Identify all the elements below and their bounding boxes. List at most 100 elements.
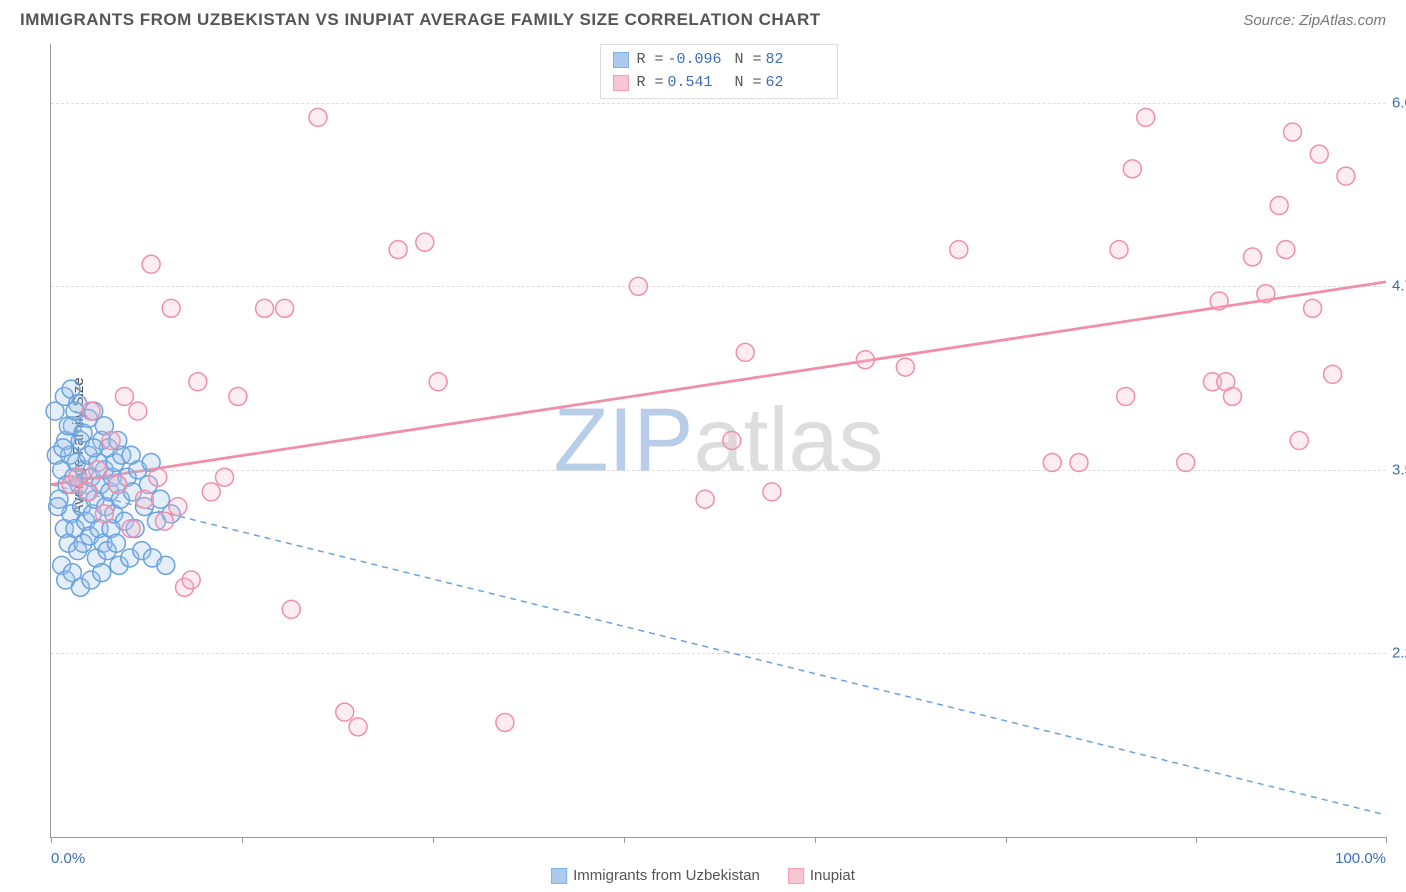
xtick bbox=[1386, 837, 1387, 843]
source-label: Source: ZipAtlas.com bbox=[1243, 12, 1386, 29]
legend-label-1: Inupiat bbox=[810, 867, 855, 884]
data-point-inupiat bbox=[1244, 248, 1262, 266]
r-value-0: -0.096 bbox=[668, 49, 722, 72]
data-point-inupiat bbox=[1223, 387, 1241, 405]
data-point-inupiat bbox=[129, 402, 147, 420]
data-point-inupiat bbox=[1270, 197, 1288, 215]
ytick-label: 6.00 bbox=[1392, 94, 1406, 111]
ytick-label: 3.50 bbox=[1392, 461, 1406, 478]
source-name: ZipAtlas.com bbox=[1299, 12, 1386, 29]
xtick bbox=[433, 837, 434, 843]
data-point-inupiat bbox=[89, 461, 107, 479]
data-point-inupiat bbox=[149, 468, 167, 486]
data-point-inupiat bbox=[162, 299, 180, 317]
data-point-inupiat bbox=[95, 505, 113, 523]
data-point-uzbekistan bbox=[107, 534, 125, 552]
data-point-inupiat bbox=[115, 387, 133, 405]
data-point-inupiat bbox=[429, 373, 447, 391]
data-point-inupiat bbox=[736, 343, 754, 361]
data-point-inupiat bbox=[109, 476, 127, 494]
n-label-1: N = bbox=[735, 72, 762, 95]
data-point-inupiat bbox=[629, 277, 647, 295]
data-point-inupiat bbox=[1177, 454, 1195, 472]
xtick bbox=[51, 837, 52, 843]
data-point-uzbekistan bbox=[157, 556, 175, 574]
series-legend: Immigrants from Uzbekistan Inupiat bbox=[551, 867, 855, 884]
data-point-inupiat bbox=[202, 483, 220, 501]
n-label-0: N = bbox=[735, 49, 762, 72]
trend-line-uzbekistan bbox=[51, 485, 1386, 815]
data-point-inupiat bbox=[856, 351, 874, 369]
data-point-inupiat bbox=[79, 483, 97, 501]
source-prefix: Source: bbox=[1243, 12, 1299, 29]
data-point-inupiat bbox=[256, 299, 274, 317]
r-value-1: 0.541 bbox=[668, 72, 713, 95]
r-label-0: R = bbox=[637, 49, 664, 72]
ytick-label: 4.75 bbox=[1392, 278, 1406, 295]
data-point-inupiat bbox=[1290, 432, 1308, 450]
legend-swatch-0 bbox=[613, 52, 629, 68]
n-value-0: 82 bbox=[766, 49, 784, 72]
data-point-inupiat bbox=[950, 241, 968, 259]
data-point-inupiat bbox=[416, 233, 434, 251]
data-point-inupiat bbox=[1137, 108, 1155, 126]
data-point-inupiat bbox=[389, 241, 407, 259]
header: IMMIGRANTS FROM UZBEKISTAN VS INUPIAT AV… bbox=[0, 0, 1406, 34]
legend-label-0: Immigrants from Uzbekistan bbox=[573, 867, 760, 884]
data-point-inupiat bbox=[696, 490, 714, 508]
legend-row-0: R = -0.096 N = 82 bbox=[613, 49, 825, 72]
data-point-inupiat bbox=[309, 108, 327, 126]
data-point-inupiat bbox=[1123, 160, 1141, 178]
data-point-inupiat bbox=[496, 713, 514, 731]
data-point-uzbekistan bbox=[49, 498, 67, 516]
data-point-uzbekistan bbox=[93, 564, 111, 582]
chart-area: ZIPatlas 2.253.504.756.00 0.0% 100.0% R … bbox=[50, 44, 1386, 838]
data-point-inupiat bbox=[169, 498, 187, 516]
data-point-inupiat bbox=[282, 600, 300, 618]
plot-svg bbox=[51, 44, 1386, 837]
legend-item-0: Immigrants from Uzbekistan bbox=[551, 867, 760, 884]
data-point-inupiat bbox=[1277, 241, 1295, 259]
data-point-inupiat bbox=[763, 483, 781, 501]
data-point-inupiat bbox=[122, 520, 140, 538]
data-point-inupiat bbox=[896, 358, 914, 376]
data-point-inupiat bbox=[1043, 454, 1061, 472]
data-point-inupiat bbox=[1110, 241, 1128, 259]
data-point-inupiat bbox=[182, 571, 200, 589]
data-point-inupiat bbox=[142, 255, 160, 273]
legend-swatch-1 bbox=[613, 75, 629, 91]
data-point-inupiat bbox=[276, 299, 294, 317]
data-point-inupiat bbox=[155, 512, 173, 530]
xtick bbox=[1006, 837, 1007, 843]
r-label-1: R = bbox=[637, 72, 664, 95]
legend-item-1: Inupiat bbox=[788, 867, 855, 884]
data-point-inupiat bbox=[336, 703, 354, 721]
data-point-inupiat bbox=[1257, 285, 1275, 303]
data-point-inupiat bbox=[82, 402, 100, 420]
data-point-inupiat bbox=[349, 718, 367, 736]
n-value-1: 62 bbox=[766, 72, 784, 95]
correlation-legend: R = -0.096 N = 82 R = 0.541 N = 62 bbox=[600, 44, 838, 99]
data-point-inupiat bbox=[1070, 454, 1088, 472]
x-max-label: 100.0% bbox=[1335, 850, 1386, 867]
x-axis-labels: 0.0% 100.0% bbox=[51, 850, 1386, 867]
data-point-inupiat bbox=[1310, 145, 1328, 163]
ytick-label: 2.25 bbox=[1392, 645, 1406, 662]
data-point-inupiat bbox=[1210, 292, 1228, 310]
xtick bbox=[624, 837, 625, 843]
data-point-inupiat bbox=[1304, 299, 1322, 317]
xtick bbox=[815, 837, 816, 843]
chart-title: IMMIGRANTS FROM UZBEKISTAN VS INUPIAT AV… bbox=[20, 10, 821, 30]
legend-row-1: R = 0.541 N = 62 bbox=[613, 72, 825, 95]
data-point-inupiat bbox=[102, 432, 120, 450]
data-point-uzbekistan bbox=[85, 439, 103, 457]
data-point-uzbekistan bbox=[122, 446, 140, 464]
xtick bbox=[242, 837, 243, 843]
data-point-inupiat bbox=[1117, 387, 1135, 405]
data-point-inupiat bbox=[1337, 167, 1355, 185]
data-point-inupiat bbox=[723, 432, 741, 450]
data-point-inupiat bbox=[1324, 365, 1342, 383]
data-point-inupiat bbox=[189, 373, 207, 391]
xtick bbox=[1196, 837, 1197, 843]
data-point-inupiat bbox=[1284, 123, 1302, 141]
